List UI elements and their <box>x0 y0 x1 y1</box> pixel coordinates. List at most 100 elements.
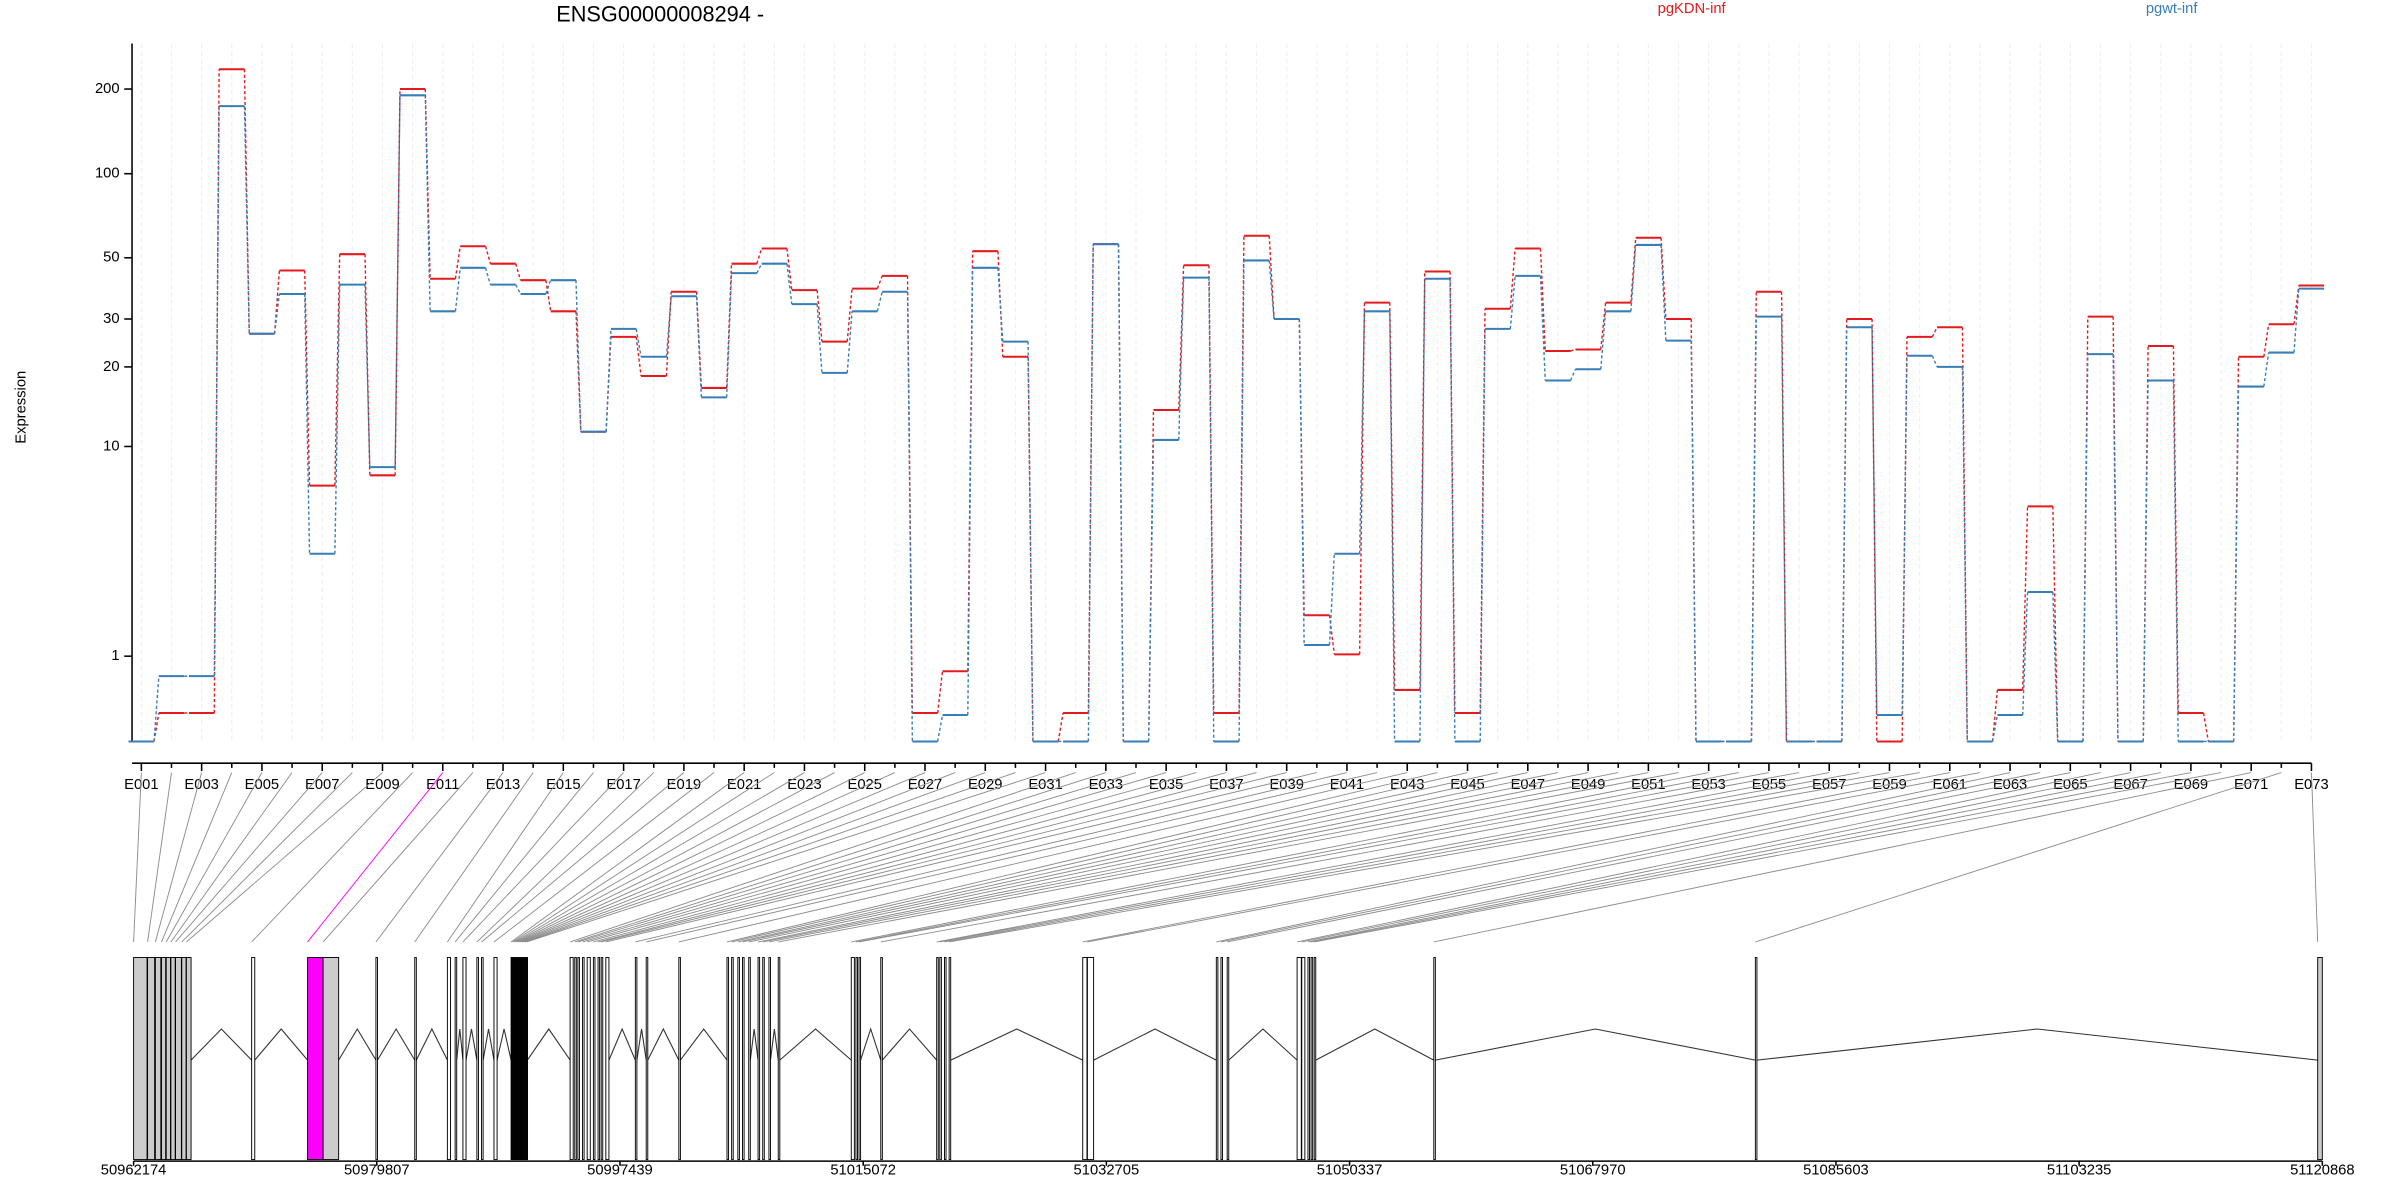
exon-link <box>748 772 1559 943</box>
connector <box>1841 327 1848 742</box>
exon-link <box>1433 772 2252 943</box>
exon-link <box>778 772 1679 943</box>
x-tick-label: E071 <box>2234 777 2268 793</box>
exon <box>574 957 577 1161</box>
x-tick-label: E033 <box>1089 777 1123 793</box>
exon-link <box>2310 772 2319 942</box>
exon <box>1307 957 1310 1161</box>
exon <box>582 957 585 1161</box>
gene-tick-label: 51032705 <box>1074 1162 1140 1178</box>
connector <box>1208 265 1215 714</box>
exon <box>521 957 524 1161</box>
connector <box>364 254 371 476</box>
y-tick-label: 30 <box>103 311 119 327</box>
exon-link <box>476 772 655 943</box>
connector <box>454 267 461 312</box>
y-axis-label: Expression <box>14 371 30 444</box>
intron <box>1315 1028 1435 1061</box>
connector <box>2293 285 2300 325</box>
y-tick-label: 1 <box>111 648 119 664</box>
connector <box>876 291 883 312</box>
intron <box>254 1028 308 1061</box>
exon-link <box>513 772 805 943</box>
intron <box>415 1027 448 1061</box>
exon-link <box>944 772 1890 943</box>
connector <box>334 254 341 486</box>
connector <box>213 106 220 677</box>
exon <box>1296 957 1302 1161</box>
x-tick-label: E009 <box>365 777 399 793</box>
exon <box>726 957 730 1161</box>
exon <box>454 957 458 1161</box>
connector <box>1268 235 1275 320</box>
exon <box>948 957 952 1161</box>
exon-link <box>731 772 1468 943</box>
exon <box>513 957 516 1161</box>
exon-link <box>855 772 1739 943</box>
connector <box>1268 260 1275 320</box>
exon-link <box>762 772 1619 943</box>
connector <box>1660 237 1667 320</box>
exon-link <box>597 772 1257 943</box>
intron <box>860 1027 882 1061</box>
connector <box>695 296 703 398</box>
exon-link <box>582 772 1167 943</box>
exon-link <box>181 772 353 943</box>
x-tick-label: E021 <box>727 777 761 793</box>
connector <box>2112 354 2119 742</box>
exon-link <box>737 772 1498 943</box>
connector <box>484 246 492 264</box>
exon <box>519 957 522 1161</box>
exon <box>133 957 148 1161</box>
intron <box>636 1028 647 1061</box>
exon-link <box>587 772 1197 943</box>
exon-link <box>251 772 413 943</box>
connector <box>1690 340 1697 742</box>
connector <box>334 284 341 554</box>
y-tick-label: 10 <box>103 438 119 454</box>
exon-link <box>936 772 1830 943</box>
connector <box>906 291 914 742</box>
exon <box>1313 957 1317 1161</box>
exon-link <box>526 772 1046 943</box>
connector <box>1931 355 1938 368</box>
gene-tick-label: 51015072 <box>830 1162 896 1178</box>
intron <box>608 1027 636 1061</box>
x-tick-label: E059 <box>1872 777 1906 793</box>
x-tick-label: E001 <box>124 777 158 793</box>
exon <box>526 957 529 1161</box>
connector <box>2202 712 2210 742</box>
x-tick-label: E061 <box>1933 777 1967 793</box>
connector <box>635 336 642 377</box>
connector <box>635 328 642 357</box>
connector <box>575 280 582 432</box>
y-tick-label: 100 <box>95 166 120 182</box>
connector <box>394 95 401 468</box>
connector <box>1901 355 1908 715</box>
connector <box>1600 311 1607 370</box>
exon-link <box>678 772 1408 943</box>
exon-link <box>1216 772 2011 943</box>
intron <box>1435 1028 1756 1061</box>
exon-link <box>165 772 263 943</box>
connector <box>1750 316 1757 742</box>
x-tick-label: E023 <box>787 777 821 793</box>
exon-link <box>1755 772 2282 943</box>
connector <box>1358 302 1366 655</box>
exon <box>605 957 610 1161</box>
y-tick-label: 20 <box>103 359 119 375</box>
connector <box>1358 311 1366 554</box>
connector <box>1570 348 1576 352</box>
y-tick-label: 200 <box>95 81 120 97</box>
exon <box>592 957 596 1161</box>
exon <box>375 957 378 1161</box>
connector <box>1479 328 1486 742</box>
connector <box>1027 341 1034 742</box>
connector <box>1539 248 1546 352</box>
intron <box>881 1028 938 1061</box>
exon <box>600 957 604 1161</box>
exon <box>462 957 467 1161</box>
exon <box>1220 957 1224 1161</box>
exon-link <box>446 772 564 943</box>
connector <box>846 311 853 373</box>
